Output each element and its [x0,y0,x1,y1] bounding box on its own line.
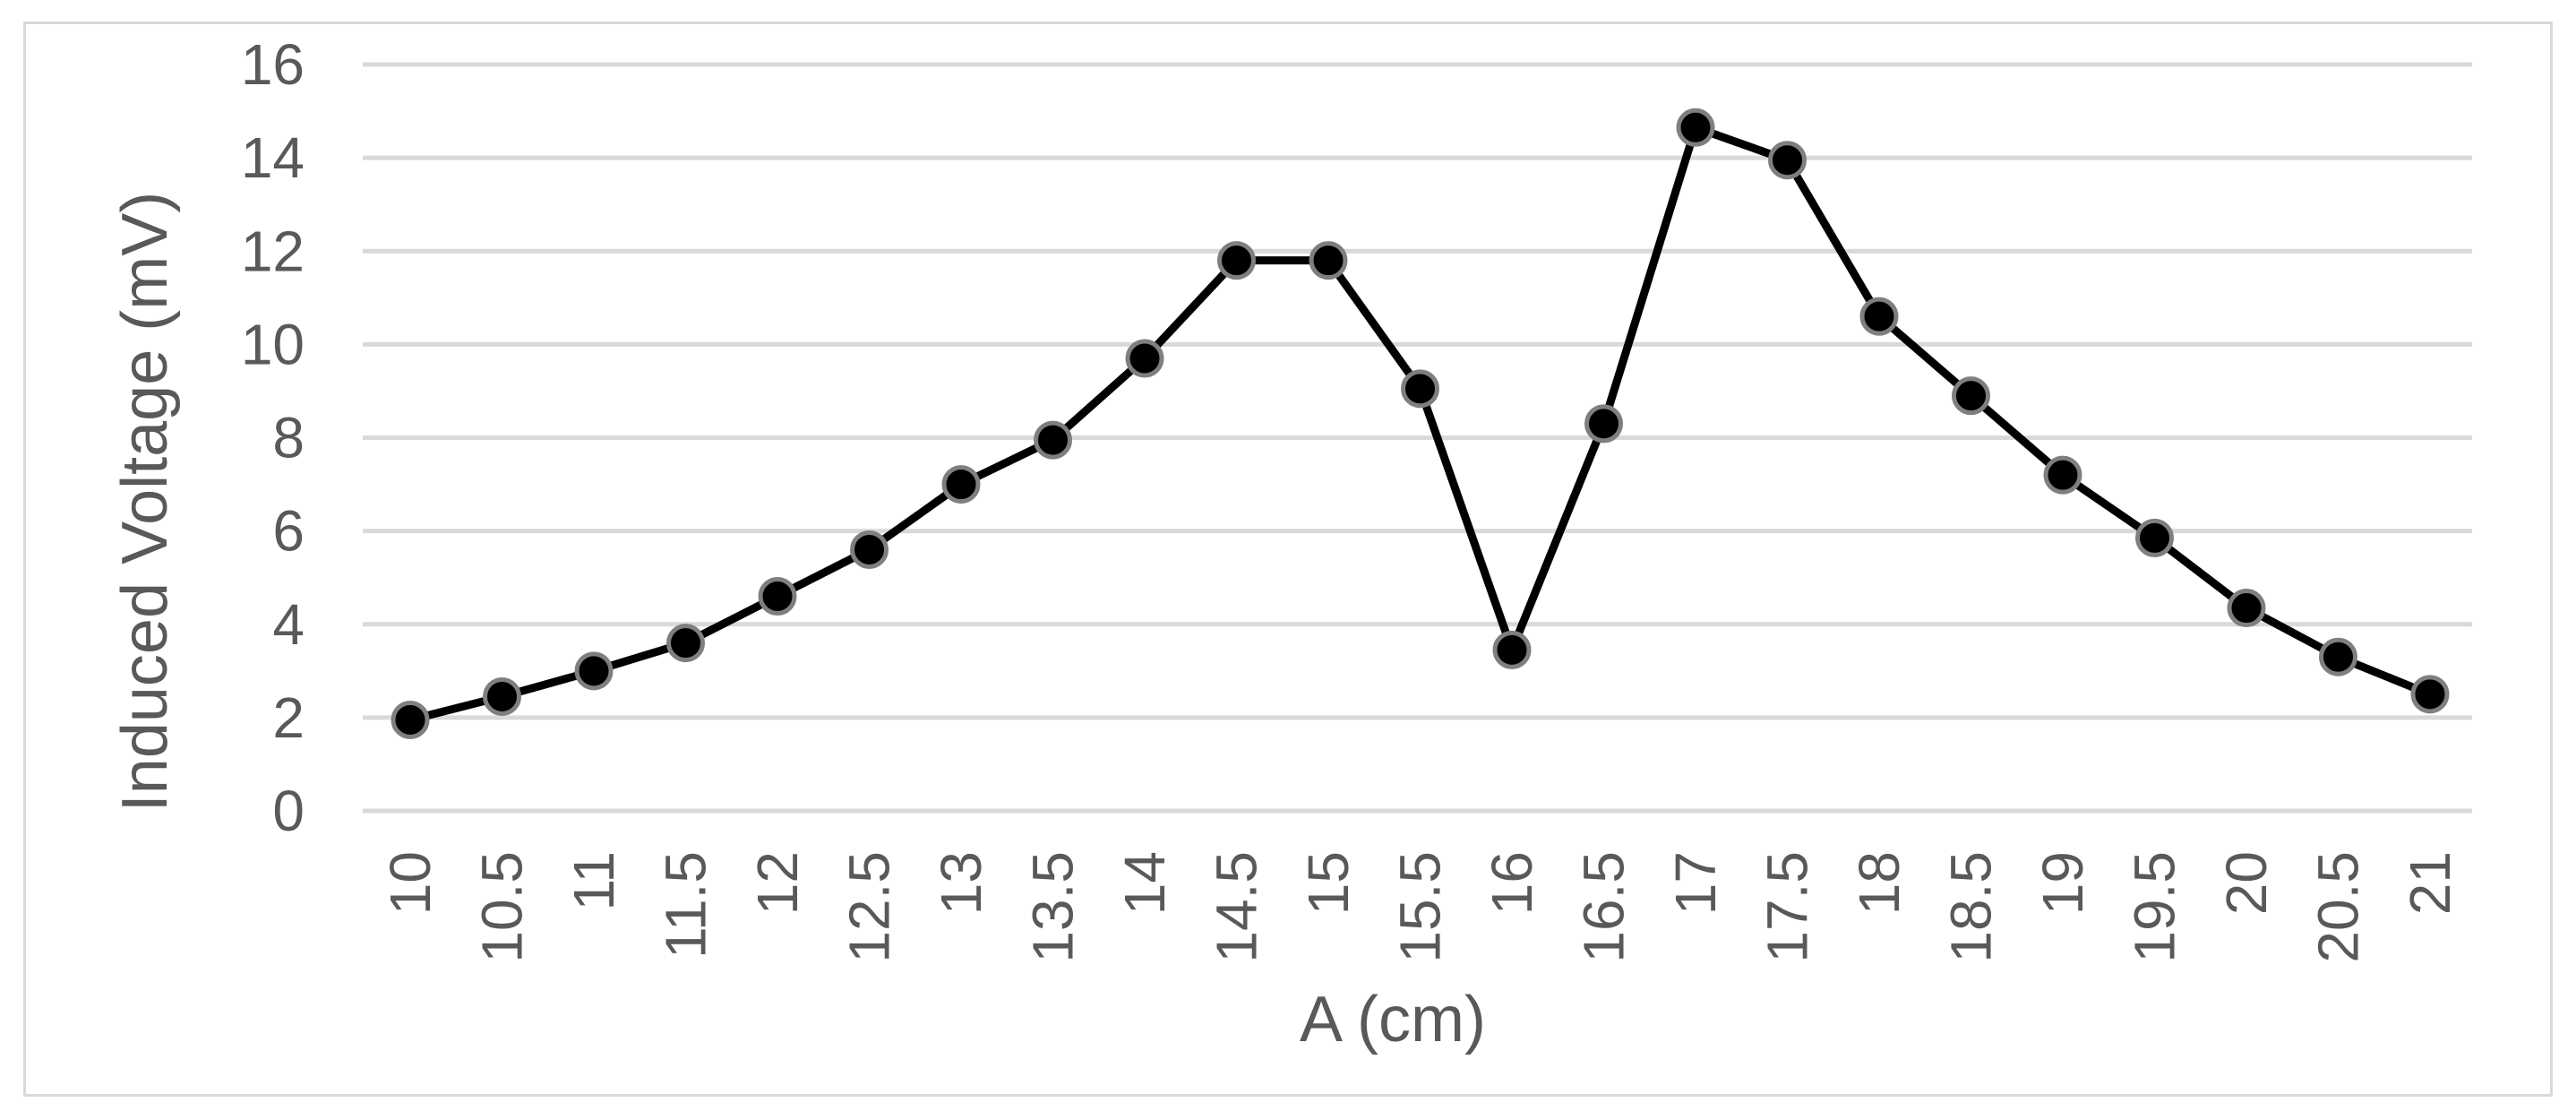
y-tick-label: 14 [241,125,305,190]
x-tick-label: 13.5 [1021,851,1086,963]
x-tick-label: 15.5 [1388,851,1453,963]
data-point [1125,339,1164,378]
x-tick-label: 11 [562,851,626,910]
data-point [2319,637,2357,676]
x-tick-label: 19.5 [2123,851,2187,963]
x-tick-label: 14 [1112,851,1177,915]
data-point [2410,675,2450,714]
y-tick-label: 8 [272,406,305,470]
x-tick-label: 18.5 [1939,851,2004,963]
data-point [1859,297,1899,336]
x-tick-label: 12.5 [837,851,902,963]
data-point [1492,630,1532,669]
data-point [1401,369,1439,409]
y-tick-label: 10 [241,312,305,376]
y-tick-label: 0 [272,779,305,843]
gridlines [363,62,2472,814]
data-point [1217,241,1256,280]
y-tick-label: 12 [241,219,305,283]
x-tick-label: 17.5 [1756,851,1820,963]
data-point [2135,518,2174,557]
data-point [1309,241,1348,280]
data-point [1676,108,1715,147]
x-tick-label: 15 [1296,851,1361,915]
series-layer [391,108,2450,739]
y-tick-label: 2 [272,685,305,750]
data-point [391,700,430,739]
x-axis-title: A (cm) [1300,984,1486,1055]
chart-frame [23,22,2553,1097]
data-point [2227,589,2266,628]
x-tick-label: 10 [378,851,442,915]
y-tick-label: 6 [272,499,305,564]
x-tick-label: 16 [1480,851,1544,915]
y-tick-label: 4 [272,592,305,657]
x-tick-label: 16.5 [1572,851,1636,963]
data-point [483,676,521,716]
data-point [574,651,614,691]
x-tick-label: 12 [745,851,810,915]
data-point [941,465,981,504]
x-tick-label: 18 [1847,851,1911,915]
x-tick-label: 19 [2031,851,2095,915]
data-point [1952,376,1990,416]
x-tick-label: 21 [2398,851,2462,915]
data-point [1584,404,1623,444]
data-point [758,577,797,616]
y-axis-title: Induced Voltage (mV) [109,192,181,812]
x-tick-label: 11.5 [654,851,718,959]
data-point [666,624,705,663]
data-point [2043,455,2082,495]
data-point [1034,420,1072,460]
x-axis-tick-labels: 10 10.5 11 11.5 12 12.5 13 13.5 14 14.5 15 15.5 16 16… [378,851,2462,963]
x-tick-label: 10.5 [470,851,535,963]
x-tick-label: 20 [2214,851,2279,915]
x-tick-label: 13 [929,851,993,915]
x-tick-label: 14.5 [1205,851,1269,963]
series-line [408,123,2432,724]
x-tick-label: 17 [1663,851,1728,915]
y-tick-label: 16 [241,32,305,97]
y-axis-tick-labels: 0 2 4 6 8 10 12 14 16 [241,32,305,843]
data-point [850,530,889,569]
data-point [1768,141,1807,180]
x-tick-label: 20.5 [2306,851,2371,963]
